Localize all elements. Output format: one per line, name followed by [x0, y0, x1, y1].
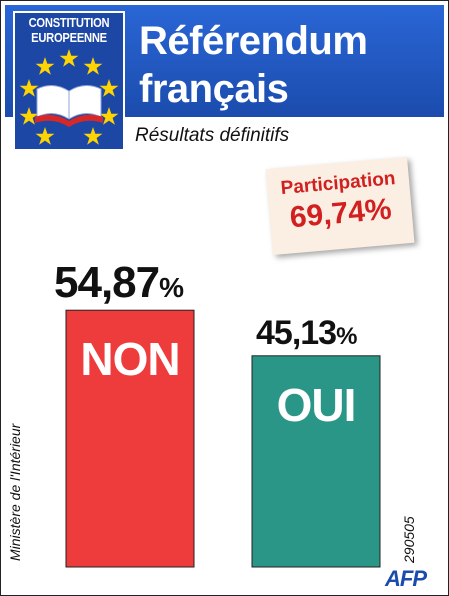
- bar-category-non: NON: [80, 333, 180, 386]
- bar-value-non: 54,87%: [54, 258, 185, 308]
- badge-line-europeenne: EUROPEENNE: [31, 30, 107, 45]
- bar-category-oui: OUI: [276, 378, 357, 431]
- eu-stars: [19, 49, 119, 145]
- eu-stars-book-icon: [19, 49, 119, 145]
- participation-sticker: Participation 69,74%: [265, 156, 415, 256]
- date-code: 290505: [401, 516, 417, 563]
- badge-line-constitution: CONSTITUTION: [28, 15, 110, 30]
- title-line-2: français: [139, 67, 289, 111]
- constitution-badge: CONSTITUTION EUROPEENNE: [13, 11, 125, 151]
- subtitle: Résultats définitifs: [135, 125, 290, 146]
- source-credit: Ministère de l'Intérieur: [7, 423, 23, 561]
- open-book: [35, 85, 103, 127]
- afp-logo: AFP: [385, 566, 427, 591]
- bar-value-oui: 45,13%: [256, 313, 358, 352]
- header-banner: CONSTITUTION EUROPEENNE: [5, 5, 444, 151]
- title-line-1: Référendum: [139, 19, 368, 63]
